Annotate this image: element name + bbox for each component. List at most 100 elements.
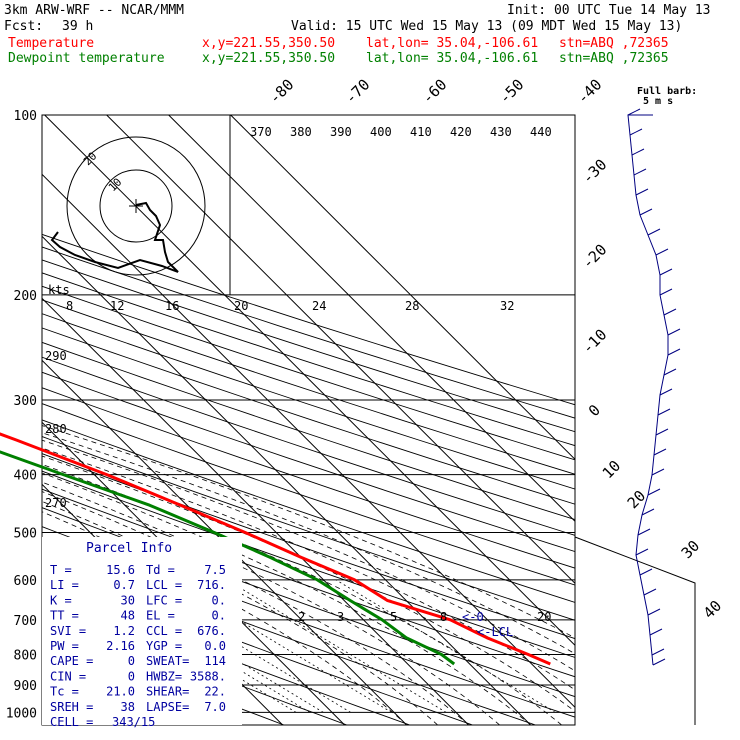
parcel-label: CELL = (50, 715, 93, 729)
isotherm-label: -80 (266, 76, 298, 108)
parcel-label: YGP = (146, 639, 182, 653)
dry-adiabat (42, 313, 575, 490)
parcel-label: EL = (146, 609, 175, 623)
wind-barb (635, 548, 649, 556)
pressure-tick-label: 400 (14, 469, 37, 484)
wind-barb (655, 248, 669, 256)
wind-barb (637, 528, 651, 536)
pressure-tick-label: 900 (14, 679, 37, 694)
wind-barb (657, 408, 671, 416)
parcel-value: 343/15 (112, 715, 155, 729)
mixing-ratio-label: 20 (537, 610, 551, 624)
dewpoint-station: stn=ABQ ,72365 (559, 51, 669, 66)
parcel-label: Td = (146, 563, 175, 577)
dry-adiabat (42, 259, 575, 433)
isotherm-label: 40 (700, 597, 726, 623)
theta-e-label: 420 (450, 125, 472, 139)
isotherm-line (42, 421, 346, 725)
theta-e-label: 430 (490, 125, 512, 139)
parcel-label: CAPE = (50, 654, 93, 668)
wind-barb (647, 608, 661, 616)
wind-barb-staff (627, 114, 669, 666)
dry-adiabat (42, 246, 575, 419)
isotherm-label: -10 (579, 326, 611, 358)
hodograph-speed-label: 24 (312, 299, 326, 313)
moist-adiabat (42, 463, 562, 725)
hodograph-speed-label: 8 (66, 299, 73, 313)
pressure-tick-label: 300 (14, 394, 37, 409)
theta-e-label: 390 (330, 125, 352, 139)
parcel-value: 0 (128, 669, 135, 683)
hodograph-unit-label: kts (48, 283, 70, 297)
wind-barb (663, 308, 677, 316)
barb-legend-title: Full barb: (637, 86, 697, 97)
hodograph-ring-label: 20 (81, 150, 100, 169)
parcel-label: Tc = (50, 685, 79, 699)
mixing-ratio-label: 8 (440, 610, 447, 624)
moist-adiabat (42, 472, 531, 725)
theta-e-label: 380 (290, 125, 312, 139)
wind-barb (652, 658, 666, 666)
parcel-label: CCL = (146, 624, 182, 638)
wind-barb (631, 148, 645, 156)
pressure-tick-label: 1000 (6, 706, 37, 721)
hodograph-trace (50, 201, 179, 273)
isotherm-label: -50 (496, 76, 528, 108)
parcel-value: 3588. (190, 669, 226, 683)
dry-adiabat (42, 327, 575, 505)
parcel-label: PW = (50, 639, 79, 653)
pressure-tick-label: 100 (14, 109, 37, 124)
parcel-value: 30 (121, 593, 135, 607)
dry-adiabat (42, 436, 575, 621)
grid-outer-edge (574, 536, 696, 725)
pressure-tick-label: 600 (14, 574, 37, 589)
dry-adiabat (42, 453, 575, 640)
parcel-value: 21.0 (106, 685, 135, 699)
init-time: Init: 00 UTC Tue 14 May 13 (507, 3, 711, 18)
parcel-value: 114 (204, 654, 226, 668)
wind-barb (655, 428, 669, 436)
parcel-label: K = (50, 593, 72, 607)
forecast-hour: 39 h (62, 19, 94, 34)
moist-adiabat (42, 432, 575, 655)
temperature-legend: Temperature (8, 36, 95, 51)
moist-adiabat (42, 491, 469, 725)
parcel-value: 38 (121, 700, 135, 714)
theta-e-label: 440 (530, 125, 552, 139)
dry-adiabat (42, 299, 575, 475)
temperature-xy: x,y=221.55,350.50 (202, 36, 336, 51)
moist-adiabat (42, 511, 407, 725)
parcel-label: LFC = (146, 593, 182, 607)
wind-barb (653, 448, 667, 456)
wind-barb (659, 268, 673, 276)
theta-label: 270 (45, 496, 67, 510)
wind-barb (639, 208, 653, 216)
theta-label: 290 (45, 349, 67, 363)
parcel-label: SVI = (50, 624, 86, 638)
dry-adiabat (42, 403, 575, 586)
isotherm-label: -40 (574, 76, 606, 108)
hodograph-speed-label: 16 (165, 299, 179, 313)
dewpoint-profile (0, 450, 456, 666)
wind-barb (647, 228, 661, 236)
dry-adiabat (42, 419, 575, 603)
isotherm-line (42, 359, 408, 725)
model-title: 3km ARW-WRF -- NCAR/MMM (4, 3, 185, 18)
hodograph-ring (66, 136, 206, 276)
parcel-value: 15.6 (106, 563, 135, 577)
parcel-value: 0. (212, 593, 226, 607)
plot-frame (41, 114, 576, 726)
dry-adiabat (42, 356, 575, 536)
isotherm-label: 20 (624, 487, 650, 513)
parcel-value: 2.16 (106, 639, 135, 653)
valid-time: Valid: 15 UTC Wed 15 May 13 (09 MDT Wed … (291, 19, 683, 34)
parcel-value: 7.5 (204, 563, 226, 577)
temperature-profile (0, 432, 551, 666)
isotherm-label: 10 (599, 457, 625, 483)
moist-adiabat (42, 455, 575, 712)
parcel-label: SWEAT= (146, 654, 189, 668)
pressure-tick-label: 800 (14, 648, 37, 663)
hodograph-speed-label: 28 (405, 299, 419, 313)
